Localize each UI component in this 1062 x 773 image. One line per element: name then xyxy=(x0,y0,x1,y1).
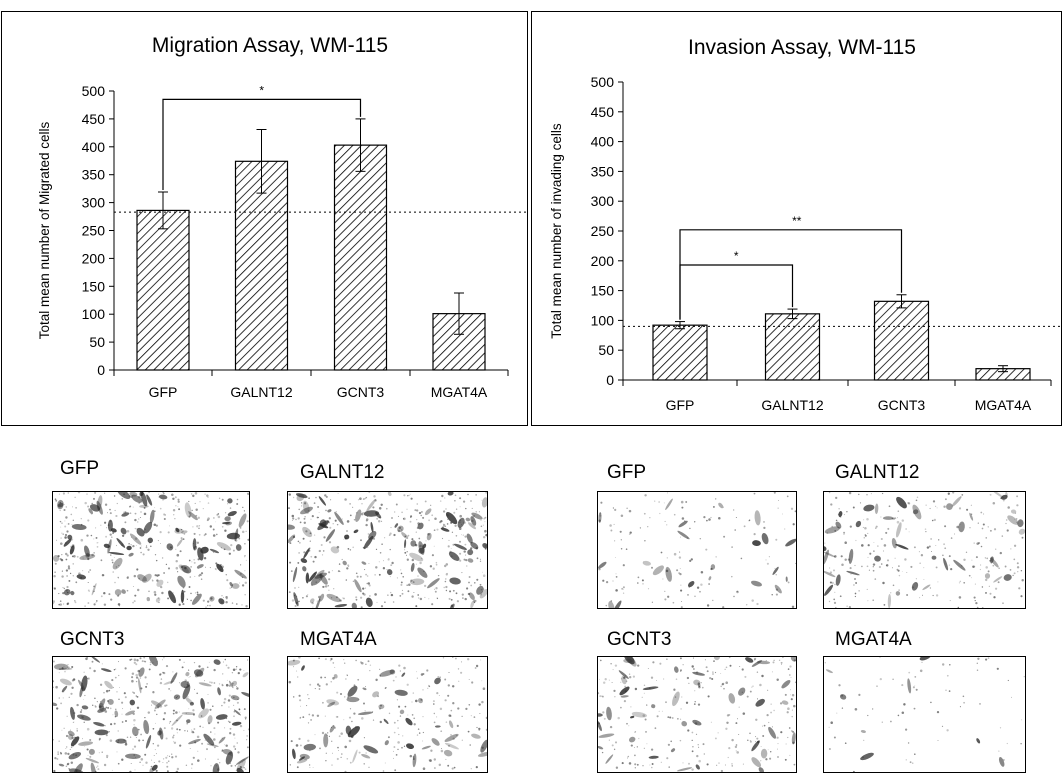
bar-mig-gcnt3 xyxy=(333,144,388,371)
y-tick-label-mig-50: 50 xyxy=(89,334,105,350)
x-tick-label-mig-mgat4a: MGAT4A xyxy=(431,384,488,400)
significance-label-inv-1: ** xyxy=(792,214,802,228)
invasion-micrograph-mgat4a xyxy=(823,656,1026,773)
micrograph-texture xyxy=(598,492,796,608)
x-tick-label-inv-galnt12: GALNT12 xyxy=(761,397,823,413)
bar-inv-galnt12 xyxy=(764,313,821,381)
y-tick-label-mig-0: 0 xyxy=(97,362,105,378)
bar-inv-gfp xyxy=(652,324,708,381)
migration-micrograph-label-gcnt3: GCNT3 xyxy=(60,629,125,650)
invasion-bar-chart: Invasion Assay, WM-115 Total mean number … xyxy=(549,36,1061,413)
significance-bracket-inv-1 xyxy=(679,229,903,320)
x-tick-label-mig-gfp: GFP xyxy=(149,384,178,400)
chart-title-mig: Migration Assay, WM-115 xyxy=(152,34,388,57)
migration-micrograph-mgat4a xyxy=(287,656,488,773)
y-tick-label-inv-0: 0 xyxy=(606,372,614,388)
y-tick-label-mig-250: 250 xyxy=(82,223,106,239)
y-tick-label-mig-200: 200 xyxy=(82,250,106,266)
significance-bracket-inv-0 xyxy=(679,264,794,320)
micrograph-texture xyxy=(288,492,487,608)
micrograph-texture xyxy=(598,657,796,772)
y-tick-label-mig-150: 150 xyxy=(82,278,106,294)
migration-micrograph-label-galnt12: GALNT12 xyxy=(300,462,385,483)
bar-mig-gfp xyxy=(136,209,190,371)
micrograph-texture xyxy=(824,492,1025,608)
x-tick-label-inv-mgat4a: MGAT4A xyxy=(975,397,1032,413)
y-tick-label-inv-100: 100 xyxy=(591,312,615,328)
x-tick-label-inv-gcnt3: GCNT3 xyxy=(878,397,926,413)
invasion-chart-panel: Invasion Assay, WM-115 Total mean number … xyxy=(531,11,1062,426)
micrograph-texture xyxy=(53,657,249,772)
y-tick-label-inv-400: 400 xyxy=(591,134,615,150)
invasion-micrograph-label-galnt12: GALNT12 xyxy=(835,462,920,483)
y-tick-label-inv-250: 250 xyxy=(591,223,615,239)
micrograph-texture xyxy=(53,492,249,608)
migration-micrograph-gfp xyxy=(52,491,250,609)
invasion-micrograph-label-gcnt3: GCNT3 xyxy=(607,629,672,650)
migration-micrograph-label-mgat4a: MGAT4A xyxy=(300,629,377,650)
y-tick-label-mig-400: 400 xyxy=(82,139,106,155)
y-tick-label-inv-50: 50 xyxy=(598,342,614,358)
chart-title-inv: Invasion Assay, WM-115 xyxy=(688,36,916,59)
migration-micrograph-gcnt3 xyxy=(52,656,250,773)
x-tick-label-mig-gcnt3: GCNT3 xyxy=(337,384,385,400)
migration-micrograph-label-gfp: GFP xyxy=(60,458,100,479)
y-tick-label-inv-200: 200 xyxy=(591,253,615,269)
x-tick-label-inv-gfp: GFP xyxy=(666,397,695,413)
invasion-micrograph-label-mgat4a: MGAT4A xyxy=(835,629,912,650)
migration-micrograph-galnt12 xyxy=(287,491,488,609)
invasion-micrograph-galnt12 xyxy=(823,491,1026,609)
migration-bar-chart: Migration Assay, WM-115 Total mean number… xyxy=(37,34,527,400)
y-tick-label-inv-350: 350 xyxy=(591,163,615,179)
bar-inv-gcnt3 xyxy=(873,300,930,381)
y-tick-label-inv-450: 450 xyxy=(591,104,615,120)
y-tick-label-mig-350: 350 xyxy=(82,167,106,183)
y-tick-label-mig-100: 100 xyxy=(82,306,106,322)
invasion-micrograph-gcnt3 xyxy=(597,656,797,773)
significance-bracket-mig-0 xyxy=(162,98,362,190)
y-tick-label-inv-150: 150 xyxy=(591,283,615,299)
y-tick-label-mig-300: 300 xyxy=(82,195,106,211)
y-tick-label-inv-500: 500 xyxy=(591,74,615,90)
migration-chart-panel: Migration Assay, WM-115 Total mean number… xyxy=(1,11,528,426)
micrograph-texture xyxy=(824,657,1025,772)
significance-label-mig-0: * xyxy=(259,83,264,97)
invasion-micrograph-gfp xyxy=(597,491,797,609)
y-tick-label-inv-300: 300 xyxy=(591,193,615,209)
bar-mig-galnt12 xyxy=(234,160,289,371)
y-axis-label-mig: Total mean number of Migrated cells xyxy=(37,121,52,339)
y-axis-label-inv: Total mean number of invading cells xyxy=(549,123,564,339)
y-tick-label-mig-450: 450 xyxy=(82,111,106,127)
micrograph-texture xyxy=(288,657,487,772)
invasion-micrograph-label-gfp: GFP xyxy=(607,462,647,483)
y-tick-label-mig-500: 500 xyxy=(82,83,106,99)
x-tick-label-mig-galnt12: GALNT12 xyxy=(230,384,292,400)
significance-label-inv-0: * xyxy=(734,249,739,263)
